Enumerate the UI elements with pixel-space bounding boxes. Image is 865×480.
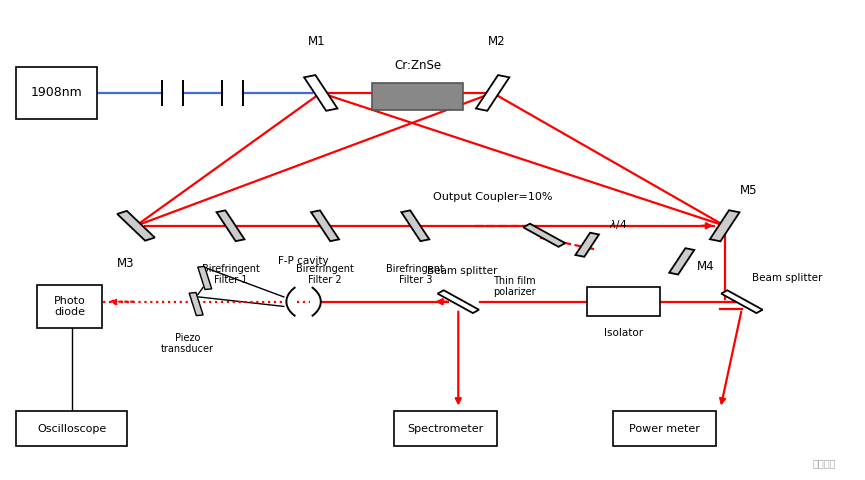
Text: Power meter: Power meter bbox=[629, 423, 700, 433]
Text: $\lambda$/4: $\lambda$/4 bbox=[609, 217, 627, 230]
Text: M2: M2 bbox=[488, 35, 506, 48]
Polygon shape bbox=[117, 211, 155, 240]
Bar bbox=[16, 411, 127, 446]
Bar bbox=[37, 285, 101, 328]
Text: Beam splitter: Beam splitter bbox=[427, 265, 497, 276]
Text: Piezo
transducer: Piezo transducer bbox=[161, 333, 214, 354]
Polygon shape bbox=[401, 210, 429, 241]
Bar bbox=[372, 84, 463, 109]
Text: M3: M3 bbox=[117, 257, 134, 270]
Text: Photo
diode: Photo diode bbox=[54, 296, 86, 317]
Bar bbox=[16, 67, 98, 119]
Text: Thin film
polarizer: Thin film polarizer bbox=[493, 276, 535, 297]
Text: F-P cavity: F-P cavity bbox=[279, 256, 329, 266]
Polygon shape bbox=[198, 266, 212, 289]
Polygon shape bbox=[670, 248, 695, 275]
Bar bbox=[587, 288, 660, 316]
Polygon shape bbox=[476, 75, 509, 111]
Text: Birefringent
Filter 2: Birefringent Filter 2 bbox=[296, 264, 354, 285]
Text: Cr:ZnSe: Cr:ZnSe bbox=[394, 59, 441, 72]
Bar bbox=[613, 411, 716, 446]
Polygon shape bbox=[575, 233, 599, 257]
Polygon shape bbox=[216, 210, 245, 241]
Polygon shape bbox=[311, 210, 339, 241]
Text: Birefringent
Filter 3: Birefringent Filter 3 bbox=[387, 264, 445, 285]
Text: Output Coupler=10%: Output Coupler=10% bbox=[432, 192, 553, 202]
Text: M1: M1 bbox=[308, 35, 325, 48]
Polygon shape bbox=[189, 292, 203, 315]
Text: 红外芯闻: 红外芯闻 bbox=[813, 458, 836, 468]
Bar bbox=[394, 411, 497, 446]
Text: Beam splitter: Beam splitter bbox=[753, 273, 823, 283]
Text: M4: M4 bbox=[697, 260, 714, 273]
Text: 1908nm: 1908nm bbox=[30, 86, 82, 99]
Polygon shape bbox=[523, 224, 565, 247]
Polygon shape bbox=[304, 75, 337, 111]
Polygon shape bbox=[710, 210, 740, 241]
Text: Oscilloscope: Oscilloscope bbox=[37, 423, 106, 433]
Text: Isolator: Isolator bbox=[604, 328, 644, 338]
Polygon shape bbox=[721, 290, 763, 313]
Text: Birefringent
Filter 1: Birefringent Filter 1 bbox=[202, 264, 260, 285]
Text: Spectrometer: Spectrometer bbox=[407, 423, 484, 433]
Text: M5: M5 bbox=[740, 184, 758, 197]
Polygon shape bbox=[438, 290, 479, 313]
